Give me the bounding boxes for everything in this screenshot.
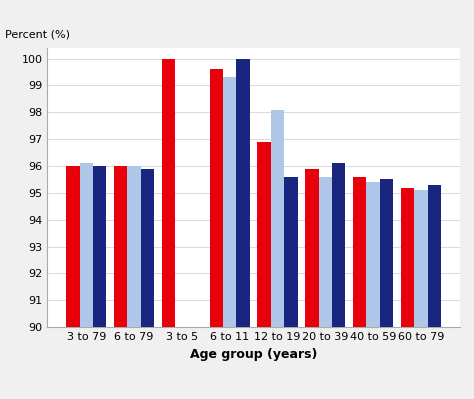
Bar bbox=[366, 182, 380, 327]
Bar bbox=[210, 69, 223, 327]
Bar bbox=[428, 185, 441, 327]
Bar bbox=[332, 163, 346, 327]
Bar bbox=[93, 166, 106, 327]
Bar bbox=[305, 169, 319, 327]
Bar bbox=[66, 166, 80, 327]
Bar bbox=[319, 177, 332, 327]
Text: Percent (%): Percent (%) bbox=[5, 30, 70, 40]
Bar bbox=[401, 188, 414, 327]
Bar bbox=[380, 180, 393, 327]
Bar bbox=[128, 166, 141, 327]
Bar bbox=[80, 163, 93, 327]
Bar bbox=[257, 142, 271, 327]
Bar bbox=[141, 169, 154, 327]
Bar bbox=[271, 110, 284, 327]
Bar bbox=[162, 59, 175, 327]
Bar bbox=[353, 177, 366, 327]
X-axis label: Age group (years): Age group (years) bbox=[190, 348, 317, 361]
Bar bbox=[414, 190, 428, 327]
Bar bbox=[284, 177, 298, 327]
Bar bbox=[237, 59, 250, 327]
Bar bbox=[114, 166, 128, 327]
Bar bbox=[223, 77, 237, 327]
